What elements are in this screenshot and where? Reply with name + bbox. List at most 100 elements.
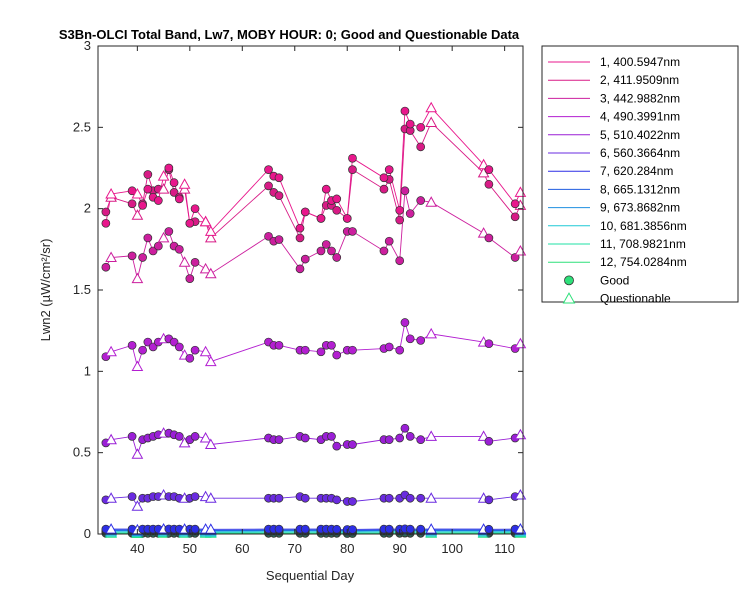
data-point-good <box>332 441 342 451</box>
y-tick-label: 2 <box>84 201 91 216</box>
data-point-good <box>484 436 494 446</box>
data-point-questionable <box>157 170 170 181</box>
legend-label: 12, 754.0284nm <box>600 255 687 269</box>
y-tick-label: 0.5 <box>73 445 91 460</box>
legend-label: 1, 400.5947nm <box>600 55 680 69</box>
legend-good-marker <box>564 275 574 286</box>
data-point-questionable <box>199 262 212 274</box>
data-point-good <box>101 207 111 217</box>
data-point-good <box>190 524 200 534</box>
data-point-good <box>185 274 195 283</box>
data-point-good <box>190 257 200 267</box>
data-point-good <box>405 493 415 503</box>
legend-label: 7, 620.284nm <box>600 164 673 178</box>
data-point-questionable <box>204 231 217 243</box>
data-point-good <box>484 179 494 189</box>
data-point-questionable <box>425 196 438 207</box>
data-point-good <box>138 201 147 210</box>
data-point-good <box>300 493 310 503</box>
data-point-questionable <box>105 345 117 357</box>
x-tick-label: 60 <box>235 541 249 556</box>
y-tick-label: 0 <box>84 526 91 541</box>
data-point-good <box>348 440 357 449</box>
data-point-good <box>332 194 342 204</box>
data-point-good <box>484 339 494 349</box>
data-point-questionable <box>131 187 144 199</box>
data-point-questionable <box>105 433 117 445</box>
y-tick-label: 1 <box>84 363 91 378</box>
data-point-good <box>327 246 336 256</box>
legend-label: 8, 665.1312nm <box>600 182 680 196</box>
data-point-good <box>185 218 195 228</box>
plot-area: 40 50 60 70 80 90 100 110 0 0.5 1 1.5 2 2.5 3 <box>73 38 527 556</box>
data-point-good <box>138 253 147 262</box>
data-point-questionable <box>178 178 191 189</box>
y-axis-label: Lwn2 (µW/cm²/sr) <box>38 239 53 342</box>
data-point-questionable <box>199 345 212 357</box>
data-point-good <box>190 492 200 501</box>
data-point-questionable <box>105 523 117 534</box>
data-point-good <box>384 524 394 534</box>
y-tick-label: 3 <box>84 38 91 53</box>
data-point-good <box>395 215 405 225</box>
legend-label: 4, 490.3991nm <box>600 110 680 124</box>
data-point-questionable <box>204 438 217 449</box>
data-point-questionable <box>204 225 217 236</box>
data-point-questionable <box>199 431 212 443</box>
data-point-questionable <box>425 523 438 534</box>
data-point-questionable <box>425 327 438 339</box>
data-point-good <box>348 525 357 534</box>
data-point-good <box>384 236 394 246</box>
data-point-questionable <box>204 492 217 503</box>
data-point-good <box>300 345 310 355</box>
data-point-good <box>327 432 336 441</box>
data-point-good <box>416 524 426 534</box>
data-point-good <box>101 218 111 228</box>
data-point-good <box>274 235 284 244</box>
data-point-questionable <box>204 523 217 534</box>
data-point-good <box>342 214 352 223</box>
data-point-good <box>416 493 426 503</box>
data-point-good <box>484 495 494 505</box>
data-point-good <box>300 524 310 534</box>
data-point-good <box>484 233 494 243</box>
data-point-good <box>143 184 153 194</box>
data-point-good <box>327 340 336 350</box>
data-point-good <box>405 432 415 441</box>
legend-label: 3, 442.9882nm <box>600 91 680 105</box>
data-point-questionable <box>204 267 217 279</box>
data-point-good <box>174 432 184 441</box>
legend-label: 5, 510.4022nm <box>600 128 680 142</box>
data-point-good <box>174 244 184 254</box>
data-point-good <box>400 423 410 433</box>
y-tick-label: 2.5 <box>73 119 91 134</box>
data-point-good <box>405 334 415 344</box>
x-tick-label: 50 <box>183 541 197 556</box>
data-point-good <box>127 432 137 441</box>
data-point-good <box>321 240 331 249</box>
data-point-good <box>321 184 331 194</box>
data-point-questionable <box>425 101 438 113</box>
data-point-good <box>395 345 405 355</box>
data-point-good <box>416 435 426 445</box>
data-point-good <box>384 165 394 174</box>
data-point-good <box>185 353 195 363</box>
data-point-good <box>484 165 494 174</box>
data-point-good <box>274 435 284 445</box>
data-point-good <box>316 246 326 256</box>
legend-label: 6, 560.3664nm <box>600 146 680 160</box>
data-point-good <box>274 340 284 350</box>
data-point-good <box>348 153 357 163</box>
x-tick-label: 100 <box>441 541 463 556</box>
data-point-good <box>400 186 410 196</box>
legend-label: 10, 681.3856nm <box>600 219 687 233</box>
data-point-good <box>295 233 305 243</box>
data-point-good <box>127 251 137 261</box>
data-point-good <box>174 194 184 204</box>
data-point-good <box>332 524 342 534</box>
data-point-questionable <box>199 215 212 227</box>
data-point-good <box>332 253 342 262</box>
x-axis-ticks: 40 50 60 70 80 90 100 110 <box>130 46 515 556</box>
legend-label: 11, 708.9821nm <box>600 237 686 251</box>
